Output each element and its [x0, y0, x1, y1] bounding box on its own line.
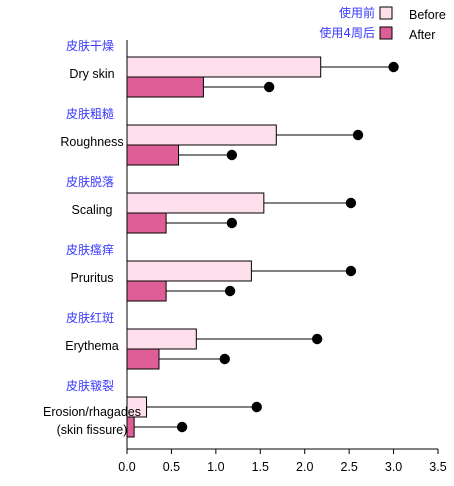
legend-swatch-before — [379, 6, 393, 20]
bar-after — [126, 144, 180, 166]
error-cap-dot — [345, 197, 357, 209]
bar-after — [126, 348, 160, 370]
category-label-cn: 皮肤瘙痒 — [66, 242, 114, 257]
category-label-en: Roughness — [60, 135, 123, 149]
legend: 使用前 Before 使用4周后 After — [319, 5, 446, 42]
x-tick-label: 1.5 — [252, 460, 269, 474]
bar-after — [126, 416, 135, 438]
legend-label-en: Before — [409, 8, 446, 22]
bar-after — [126, 212, 167, 234]
category-label-en: Scaling — [72, 203, 113, 217]
x-tick-label: 2.0 — [296, 460, 313, 474]
x-tick-label: 0.0 — [118, 460, 135, 474]
x-tick-label: 2.5 — [340, 460, 357, 474]
bar-before — [126, 396, 148, 418]
category-label-en: (skin fissure) — [57, 423, 128, 437]
error-cap-dot — [226, 149, 238, 161]
x-axis: 0.0 0.5 1.0 1.5 2.0 2.5 3.0 3.5 — [118, 40, 447, 474]
category-label-en: Pruritus — [70, 271, 113, 285]
error-cap-dot — [224, 285, 236, 297]
error-cap-dot — [352, 129, 364, 141]
category-label-en: Erythema — [65, 339, 119, 353]
legend-label-cn: 使用前 — [339, 5, 375, 20]
category-labels: 皮肤干燥 Dry skin 皮肤粗糙 Roughness 皮肤脱落 Scaling 皮肤瘙痒… — [43, 38, 141, 437]
bar-after — [126, 280, 167, 302]
error-cap-dot — [219, 353, 230, 365]
bar-before — [126, 328, 197, 350]
x-tick-label: 1.0 — [207, 460, 224, 474]
category-label-cn: 皮肤红斑 — [66, 310, 114, 325]
legend-label-cn: 使用4周后 — [319, 25, 375, 40]
x-tick-label: 3.0 — [385, 460, 402, 474]
bar-before — [126, 192, 265, 214]
bar-before — [126, 124, 277, 146]
category-label-cn: 皮肤脱落 — [66, 174, 114, 189]
category-label-cn: 皮肤皲裂 — [66, 378, 114, 393]
bar-before — [126, 56, 322, 78]
error-cap-dot — [388, 61, 399, 73]
x-tick-label: 3.5 — [429, 460, 446, 474]
error-cap-dot — [176, 421, 188, 433]
error-cap-dot — [263, 81, 275, 93]
bar-before — [126, 260, 252, 282]
error-cap-dot — [251, 401, 262, 413]
error-cap-dot — [226, 217, 238, 229]
category-label-en: Erosion/rhagades — [43, 405, 141, 419]
error-cap-dot — [345, 265, 357, 277]
category-label-en: Dry skin — [69, 67, 114, 81]
legend-swatch-after — [379, 26, 393, 40]
error-cap-dot — [311, 333, 323, 345]
bars — [126, 56, 399, 438]
category-label-cn: 皮肤粗糙 — [66, 106, 114, 121]
legend-label-en: After — [409, 28, 435, 42]
bar-after — [126, 76, 204, 98]
category-label-cn: 皮肤干燥 — [66, 38, 114, 53]
x-tick-label: 0.5 — [163, 460, 180, 474]
